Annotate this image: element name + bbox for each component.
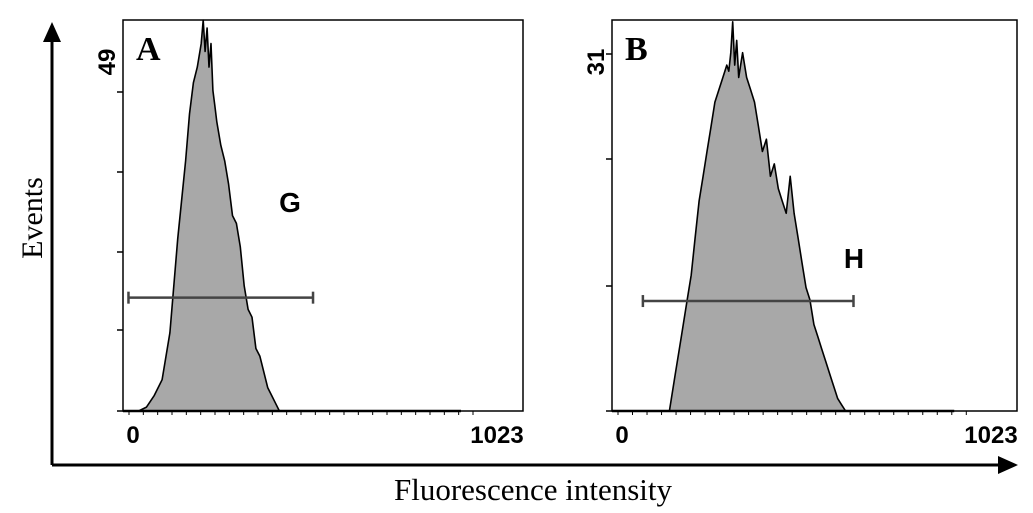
y-axis-label: Events [16, 177, 49, 259]
outer-y-axis-arrowhead [43, 22, 61, 42]
panel-label: B [625, 31, 648, 68]
x-tick-label-1023: 1023 [964, 422, 1017, 449]
panel-b: 0 1023 31 B H [583, 19, 1018, 449]
histogram-area [668, 21, 847, 412]
gate-label: H [844, 243, 864, 274]
panel-a: 0 1023 49 A G [94, 19, 524, 449]
x-tick-label-0: 0 [615, 422, 628, 449]
x-tick-label-1023: 1023 [470, 422, 523, 449]
x-tick-label-0: 0 [126, 422, 139, 449]
panel-label: A [136, 31, 161, 68]
x-axis-label: Fluorescence intensity [394, 472, 673, 507]
gate-label: G [279, 187, 301, 218]
outer-axes: Events Fluorescence intensity [16, 22, 1018, 507]
y-max-label: 31 [583, 49, 610, 76]
histogram-area [137, 19, 281, 412]
outer-x-axis-arrowhead [998, 456, 1018, 474]
y-max-label: 49 [94, 49, 121, 76]
